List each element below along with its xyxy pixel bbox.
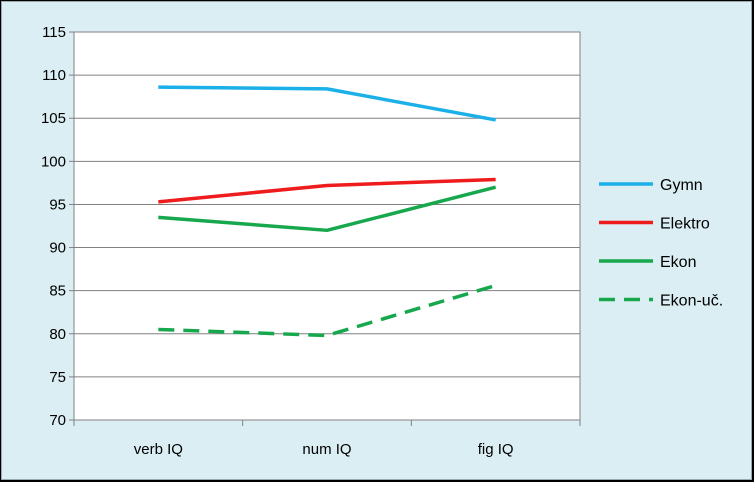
y-tick-label-110: 110 (42, 67, 66, 84)
legend-label-0: Gymn (660, 177, 703, 194)
legend-label-1: Elektro (660, 216, 710, 233)
y-tick-label-90: 90 (49, 240, 66, 257)
legend-label-3: Ekon-uč. (660, 293, 723, 310)
series-line-1 (158, 177, 496, 204)
series-line-3 (158, 283, 497, 338)
x-tick-label-2: fig IQ (478, 441, 514, 458)
series-lines (158, 85, 497, 338)
grid-lines (74, 31, 580, 378)
legend-label-2: Ekon (660, 254, 696, 271)
series-line-2 (158, 185, 497, 233)
y-tick-label-105: 105 (41, 110, 66, 127)
x-tick-label-0: verb IQ (134, 441, 183, 458)
x-tick-label-1: num IQ (302, 441, 351, 458)
series-line-0 (158, 85, 496, 122)
y-tick-label-75: 75 (49, 369, 66, 386)
legend: Gymn Elektro Ekon Ekon-uč. (599, 177, 723, 310)
y-tick-label-80: 80 (49, 326, 66, 343)
plot-area (73, 31, 581, 421)
x-axis-ticks: verb IQ num IQ fig IQ (73, 420, 581, 458)
y-tick-label-115: 115 (42, 24, 66, 41)
y-tick-label-100: 100 (41, 153, 66, 170)
y-tick-label-85: 85 (49, 283, 66, 300)
y-tick-label-95: 95 (49, 196, 66, 213)
y-tick-label-70: 70 (49, 412, 66, 429)
axes (73, 32, 580, 421)
y-axis-ticks: 70 75 80 85 90 95 100 105 110 115 (41, 24, 74, 429)
